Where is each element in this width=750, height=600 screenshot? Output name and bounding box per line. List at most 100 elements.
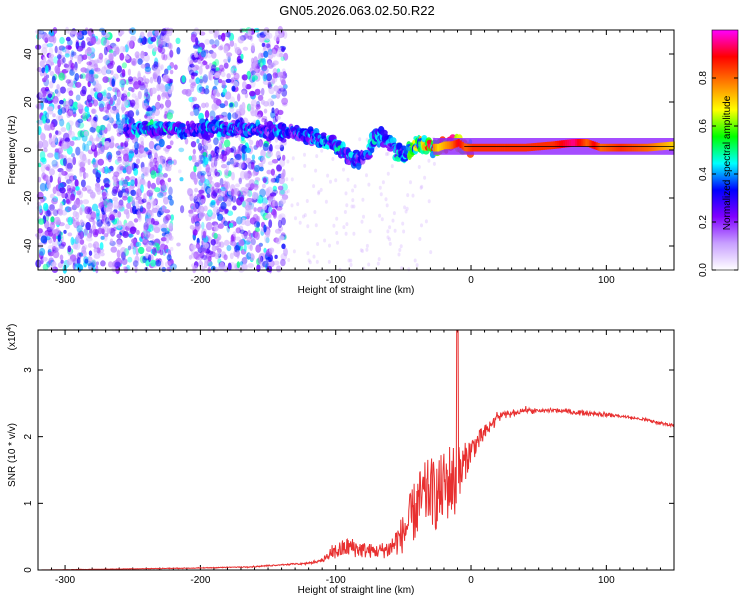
noise-dot (233, 72, 240, 80)
noise-dot (250, 45, 255, 54)
noise-dot (85, 236, 93, 242)
noise-dot (129, 40, 135, 49)
noise-dot (376, 261, 380, 266)
noise-dot (223, 45, 229, 54)
noise-dot (180, 205, 185, 214)
noise-dot (135, 196, 142, 201)
noise-dot (237, 35, 245, 44)
noise-dot (116, 65, 123, 74)
noise-dot (199, 154, 206, 164)
noise-dot (68, 124, 73, 133)
noise-dot (45, 209, 51, 217)
noise-dot (265, 43, 271, 49)
noise-dot (224, 239, 230, 246)
noise-dot (42, 90, 47, 98)
noise-dot (222, 115, 228, 121)
noise-dot (54, 148, 59, 153)
noise-dot (344, 231, 348, 236)
colorbar-tick-label: 0.0 (698, 263, 709, 277)
noise-dot (206, 255, 211, 263)
noise-dot (127, 196, 131, 204)
noise-dot (269, 192, 277, 197)
noise-dot (233, 187, 238, 197)
noise-dot (249, 244, 253, 252)
noise-dot (365, 173, 368, 178)
noise-dot (77, 118, 84, 124)
noise-dot (262, 143, 269, 151)
noise-dot (268, 206, 272, 214)
track-band (443, 141, 446, 150)
noise-dot (208, 72, 214, 81)
snr-y-tick-label: 1 (23, 500, 34, 506)
noise-dot (242, 230, 249, 237)
noise-dot (119, 30, 125, 35)
noise-dot (134, 178, 138, 187)
noise-dot (160, 243, 166, 250)
noise-dot (203, 88, 210, 95)
noise-dot (161, 95, 166, 100)
track-band (467, 143, 470, 152)
spectrogram-y-tick-label: 40 (23, 48, 34, 60)
noise-dot (98, 202, 103, 209)
noise-dot (49, 175, 53, 183)
noise-dot (136, 229, 140, 235)
noise-dot (67, 105, 71, 110)
noise-dot (104, 57, 109, 65)
track-band (623, 143, 627, 152)
noise-dot (38, 218, 45, 225)
noise-dot (210, 92, 216, 99)
noise-dot (52, 136, 58, 143)
noise-dot (87, 206, 93, 215)
noise-dot (205, 221, 213, 231)
track-band (447, 141, 450, 150)
noise-dot (139, 31, 145, 39)
noise-dot (126, 181, 131, 187)
noise-dot (279, 144, 285, 152)
noise-dot (137, 90, 142, 100)
noise-dot (244, 182, 251, 190)
noise-dot (65, 79, 72, 84)
track-band (459, 140, 462, 149)
noise-dot (327, 259, 331, 264)
noise-dot (274, 228, 282, 234)
noise-dot (81, 85, 87, 95)
noise-dot (213, 77, 219, 86)
noise-dot (148, 254, 152, 263)
noise-dot (42, 257, 48, 262)
noise-dot (248, 252, 254, 258)
noise-dot (194, 162, 200, 167)
noise-dot (42, 56, 47, 64)
noise-dot (92, 243, 97, 249)
noise-dot (432, 161, 436, 166)
noise-dot (124, 55, 130, 60)
noise-dot (39, 90, 43, 99)
noise-dot (111, 78, 115, 87)
track-band (437, 143, 440, 152)
noise-dot (116, 157, 123, 164)
track-band (512, 143, 515, 152)
noise-dot (203, 205, 208, 212)
noise-dot (44, 122, 48, 131)
noise-dot (262, 57, 266, 66)
noise-dot (196, 138, 200, 144)
noise-dot (350, 204, 354, 209)
noise-dot (127, 68, 131, 76)
noise-dot (328, 243, 331, 248)
noise-dot (89, 134, 94, 144)
noise-dot (227, 170, 232, 177)
noise-dot (312, 254, 316, 259)
snr-y-tick-label: 0 (23, 567, 34, 573)
noise-dot (231, 85, 236, 92)
noise-dot (160, 64, 164, 70)
noise-dot (59, 140, 63, 147)
noise-dot (306, 224, 310, 229)
noise-dot (189, 193, 194, 202)
noise-dot (332, 223, 336, 228)
track-band (561, 140, 564, 148)
noise-dot (249, 183, 255, 190)
noise-dot (240, 53, 244, 60)
spectrogram-x-tick-label: -100 (326, 275, 346, 286)
noise-dot (90, 51, 95, 58)
noise-dot (68, 130, 75, 139)
noise-dot (112, 105, 117, 111)
